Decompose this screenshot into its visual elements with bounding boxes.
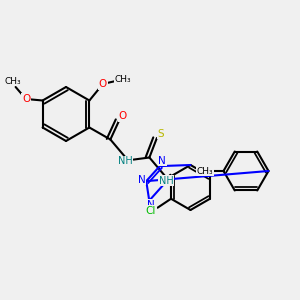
Text: NH: NH: [158, 176, 173, 186]
Text: CH₃: CH₃: [196, 167, 213, 176]
Text: N: N: [158, 156, 166, 166]
Text: CH₃: CH₃: [4, 76, 21, 85]
Text: Cl: Cl: [146, 206, 156, 216]
Text: O: O: [99, 79, 107, 89]
Text: N: N: [147, 200, 154, 210]
Text: NH: NH: [118, 156, 133, 167]
Text: O: O: [22, 94, 30, 104]
Text: N: N: [138, 175, 145, 184]
Text: O: O: [119, 111, 127, 122]
Text: CH₃: CH₃: [115, 75, 131, 84]
Text: S: S: [157, 129, 164, 139]
